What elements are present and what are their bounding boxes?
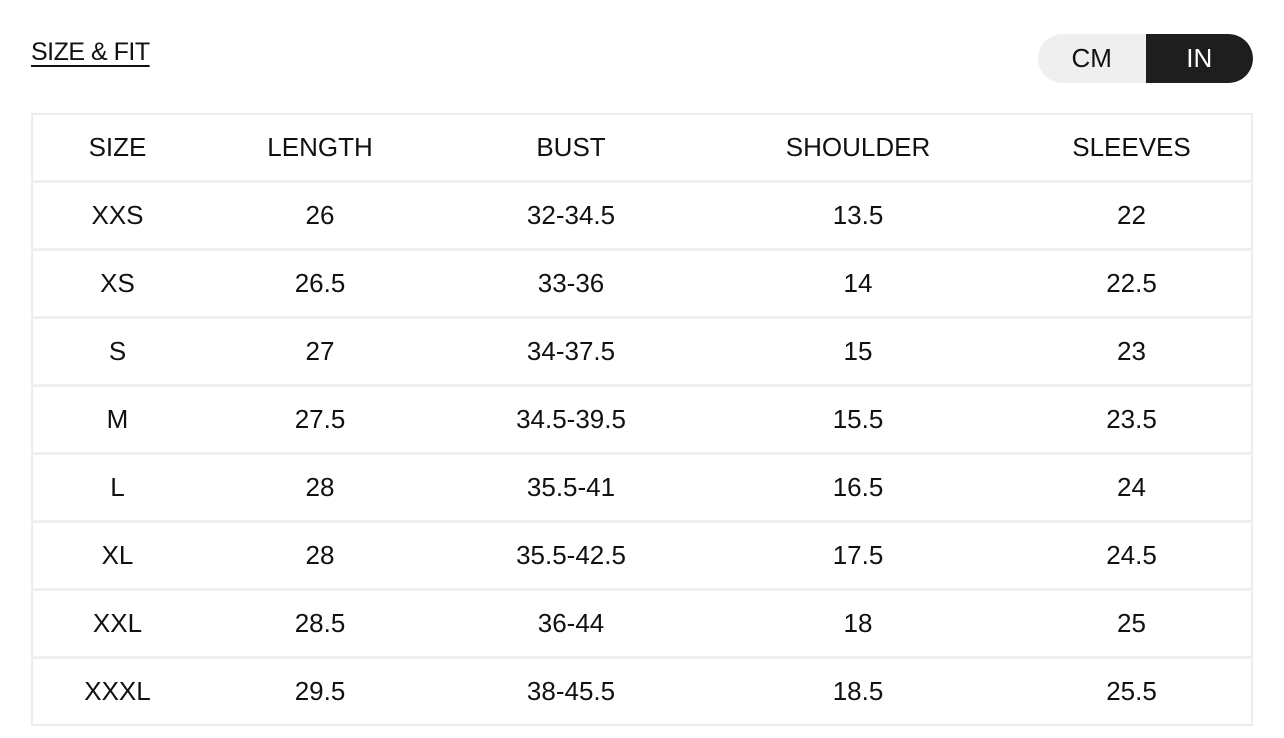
unit-option-cm[interactable]: CM [1071,43,1112,73]
table-row: S 27 34-37.5 15 23 [32,317,1252,387]
table-cell: XL [32,521,202,591]
table-cell: 23 [1012,317,1252,387]
table-cell: 22 [1012,181,1252,251]
table-cell: 27.5 [202,385,438,455]
table-cell: 34.5-39.5 [438,385,704,455]
table-cell: 15.5 [704,385,1012,455]
size-fit-title: SIZE & FIT [31,38,150,66]
table-cell: 27 [202,317,438,387]
table-cell: 35.5-41 [438,453,704,523]
table-cell: XS [32,249,202,319]
table-cell: 17.5 [704,521,1012,591]
column-header: SIZE [32,114,202,183]
table-cell: 16.5 [704,453,1012,523]
table-row: XXXL 29.5 38-45.5 18.5 25.5 [32,658,1252,726]
table-cell: 13.5 [704,181,1012,251]
table-cell: 32-34.5 [438,181,704,251]
table-cell: XXXL [84,676,151,706]
table-cell: 33-36 [438,249,704,319]
table-cell: XXL [32,589,202,659]
table-cell: 18 [704,589,1012,659]
table-cell: 28.5 [202,589,438,659]
table-cell: 28 [202,521,438,591]
table-cell: S [32,317,202,387]
unit-option-in[interactable]: IN [1145,34,1253,83]
column-header: BUST [438,114,704,183]
table-cell: 14 [704,249,1012,319]
table-cell: 35.5-42.5 [438,521,704,591]
table-cell: 18.5 [832,676,884,706]
table-cell: 24.5 [1012,521,1252,591]
table-cell: 26.5 [202,249,438,319]
table-row: XL 28 35.5-42.5 17.5 24.5 [32,521,1252,591]
table-cell: 26 [202,181,438,251]
unit-toggle[interactable]: CM IN [1038,34,1253,83]
column-header: LENGTH [202,114,438,183]
column-header: SHOULDER [704,114,1012,183]
table-cell: 36-44 [438,589,704,659]
table-cell: 23.5 [1012,385,1252,455]
table-row: L 28 35.5-41 16.5 24 [32,453,1252,523]
table-cell: 15 [704,317,1012,387]
table-row: XXL 28.5 36-44 18 25 [32,589,1252,659]
table-row: XXS 26 32-34.5 13.5 22 [32,181,1252,251]
table-cell: 25 [1012,589,1252,659]
column-header: SLEEVES [1012,114,1252,183]
table-cell: M [32,385,202,455]
table-cell: 24 [1012,453,1252,523]
table-header-row: SIZE LENGTH BUST SHOULDER SLEEVES [32,114,1252,183]
table-cell: 28 [202,453,438,523]
table-cell: XXS [32,181,202,251]
table-cell: 25.5 [1106,676,1157,706]
table-row: XS 26.5 33-36 14 22.5 [32,249,1252,319]
table-row: M 27.5 34.5-39.5 15.5 23.5 [32,385,1252,455]
table-cell: 34-37.5 [438,317,704,387]
table-cell: 22.5 [1012,249,1252,319]
table-cell: 29.5 [294,676,346,706]
table-cell: 38-45.5 [526,676,616,706]
table-cell: L [32,453,202,523]
size-chart-table: SIZE LENGTH BUST SHOULDER SLEEVES XXS 26 32-34… [31,113,1253,726]
